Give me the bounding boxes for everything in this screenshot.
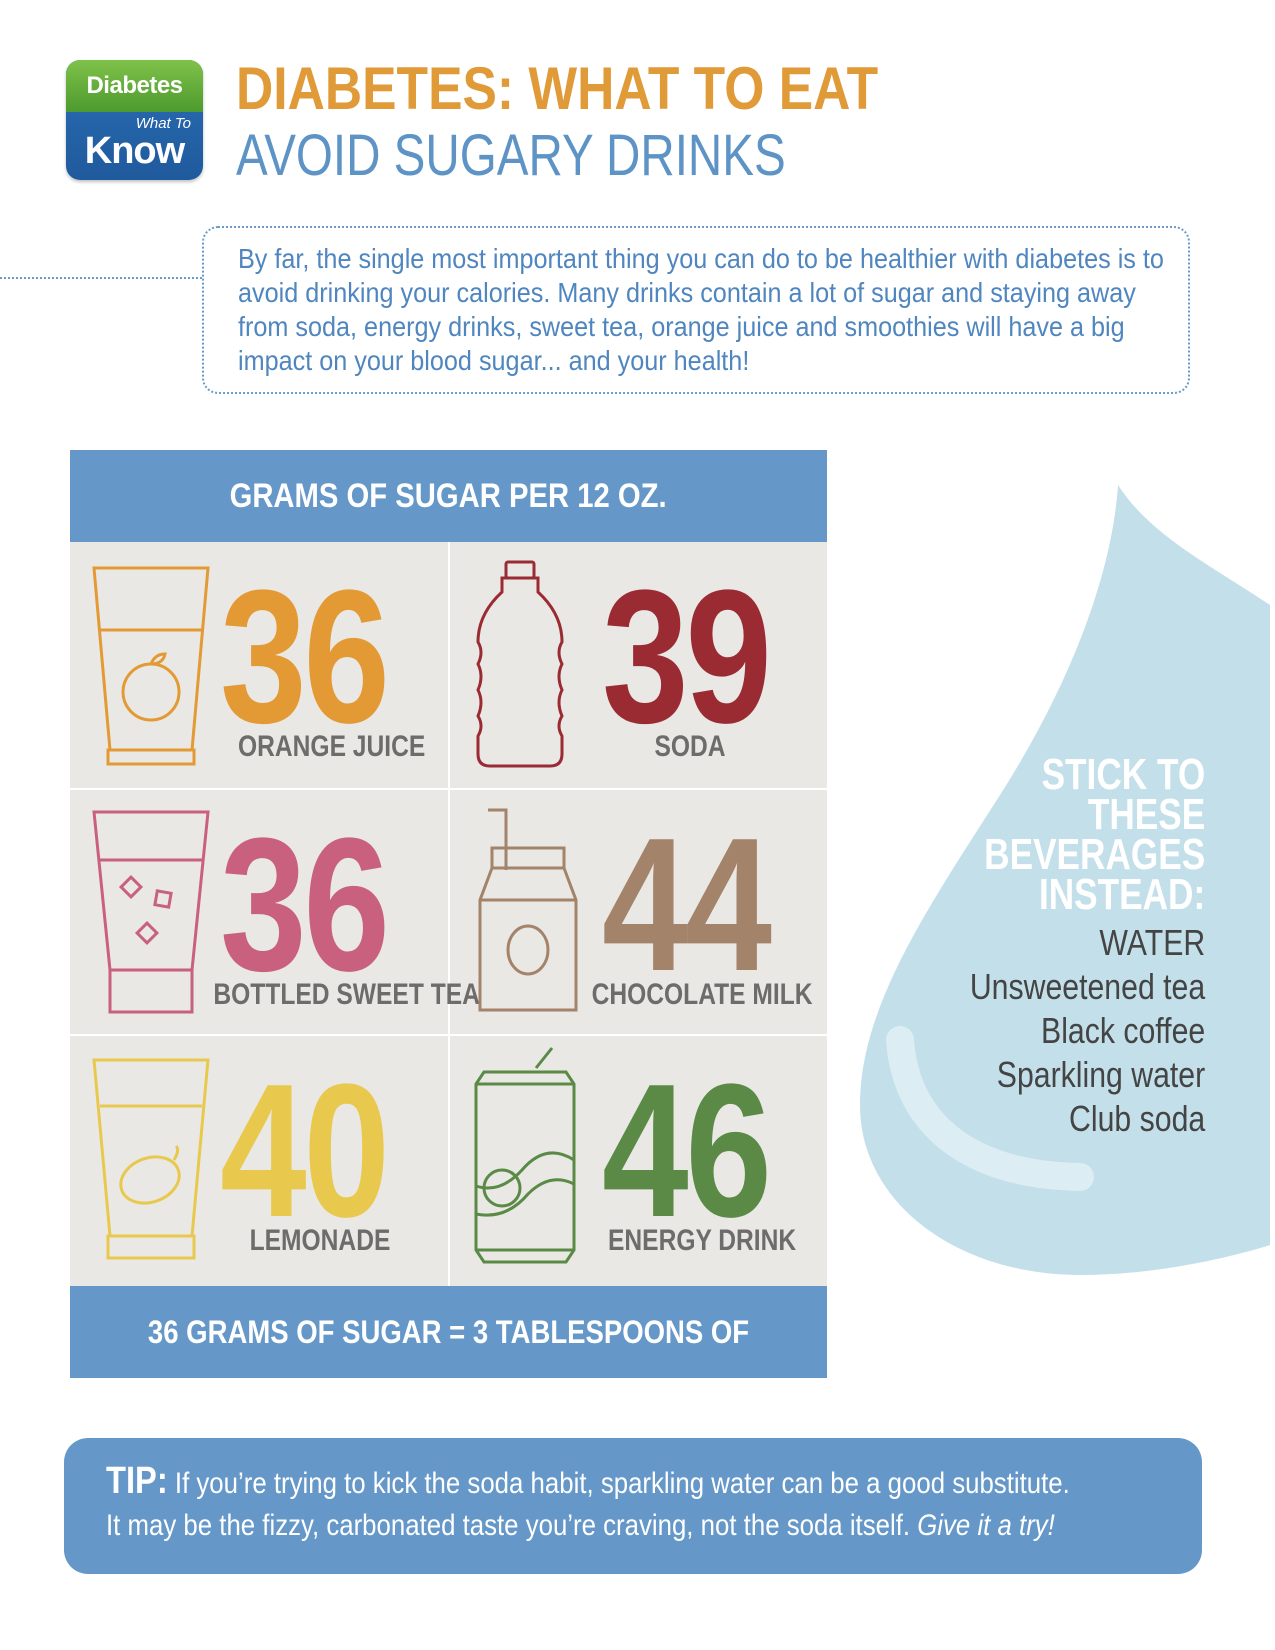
drink-cell-orange-juice: 36 ORANGE JUICE (70, 542, 448, 788)
drink-label: ORANGE JUICE (238, 730, 426, 763)
drink-cell-soda: 39 SODA (450, 542, 828, 788)
beverage-item: Club soda (1068, 1098, 1205, 1139)
drink-value: 36 (220, 551, 390, 763)
water-drop-shape (860, 485, 1270, 1275)
logo-line3: Know (84, 130, 185, 172)
intro-text: By far, the single most important thing … (238, 243, 1164, 376)
milk-carton-icon (478, 808, 578, 1012)
drink-value: 40 (220, 1045, 390, 1257)
logo: Diabetes What To Know (66, 60, 203, 180)
intro-box: By far, the single most important thing … (202, 226, 1190, 394)
drink-label: BOTTLED SWEET TEA (213, 978, 480, 1011)
drink-label: LEMONADE (249, 1224, 391, 1257)
drink-cell-chocolate-milk: 44 CHOCOLATE MILK (450, 790, 828, 1036)
drink-label: SODA (654, 730, 726, 763)
logo-band (66, 60, 203, 112)
drink-cell-sweet-tea: 36 BOTTLED SWEET TEA (70, 790, 480, 1036)
intro-connector-line (0, 277, 202, 279)
panel-footer: 36 GRAMS OF SUGAR = 3 TABLESPOONS OF SUG… (70, 1286, 827, 1442)
drink-label: ENERGY DRINK (608, 1224, 797, 1257)
panel-header: GRAMS OF SUGAR PER 12 OZ. (70, 450, 827, 542)
water-drop-icon (860, 485, 1270, 1275)
beverage-recommendations: STICK TO THESE BEVERAGES INSTEAD: WATER … (925, 750, 1205, 1141)
drink-value: 44 (602, 799, 772, 1011)
drink-value: 36 (220, 799, 390, 1011)
beverage-heading-line: STICK TO (1041, 750, 1205, 799)
tip-content: TIP: If you’re trying to kick the soda h… (106, 1460, 1215, 1547)
drink-label: CHOCOLATE MILK (591, 978, 813, 1011)
tip-line2: It may be the fizzy, carbonated taste yo… (106, 1509, 911, 1542)
tip-emphasis: Give it a try! (917, 1509, 1055, 1542)
column-divider (448, 542, 450, 1286)
page-title: DIABETES: WHAT TO EAT (236, 55, 879, 122)
can-icon (474, 1047, 576, 1264)
panel-title: GRAMS OF SUGAR PER 12 OZ. (229, 477, 668, 515)
tip-line1-wrap: TIP: If you’re trying to kick the soda h… (106, 1460, 1215, 1505)
beverage-item: Black coffee (1040, 1010, 1205, 1051)
beverage-item: Unsweetened tea (969, 966, 1205, 1007)
beverage-heading-line: BEVERAGES (983, 830, 1205, 879)
drink-value: 46 (602, 1045, 772, 1257)
tip-line1: If you’re trying to kick the soda habit,… (174, 1467, 1070, 1500)
panel-footer-text: 36 GRAMS OF SUGAR = 3 TABLESPOONS OF SUG… (147, 1314, 750, 1442)
beverage-heading: STICK TO THESE BEVERAGES INSTEAD: (981, 750, 1205, 919)
row-divider (70, 1034, 827, 1036)
tip-box: TIP: If you’re trying to kick the soda h… (64, 1438, 1202, 1574)
tip-label: TIP: (106, 1460, 168, 1502)
sugar-panel: GRAMS OF SUGAR PER 12 OZ. 36 ORANGE JUIC… (70, 450, 828, 1442)
beverage-item: Sparkling water (996, 1054, 1205, 1095)
water-drop-highlight (886, 1026, 1094, 1191)
beverage-item: WATER (1099, 922, 1205, 963)
glass-lemon-icon (92, 1058, 210, 1260)
drink-cell-energy-drink: 46 ENERGY DRINK (450, 1036, 828, 1282)
logo-line1: Diabetes (86, 72, 183, 99)
glass-ice-icon (92, 810, 210, 1014)
page-subtitle: AVOID SUGARY DRINKS (236, 123, 786, 188)
glass-orange-icon (92, 566, 210, 766)
beverage-list: WATER Unsweetened tea Black coffee Spark… (970, 921, 1205, 1141)
drink-value: 39 (602, 551, 772, 763)
row-divider (70, 788, 827, 790)
beverage-heading-line: THESE (1087, 790, 1205, 839)
beverage-heading-line: INSTEAD: (1038, 870, 1205, 919)
bottle-icon (476, 560, 564, 768)
tip-line2-wrap: It may be the fizzy, carbonated taste yo… (106, 1505, 1215, 1547)
drink-cell-lemonade: 40 LEMONADE (70, 1036, 448, 1282)
logo-line2: What To (135, 115, 191, 132)
